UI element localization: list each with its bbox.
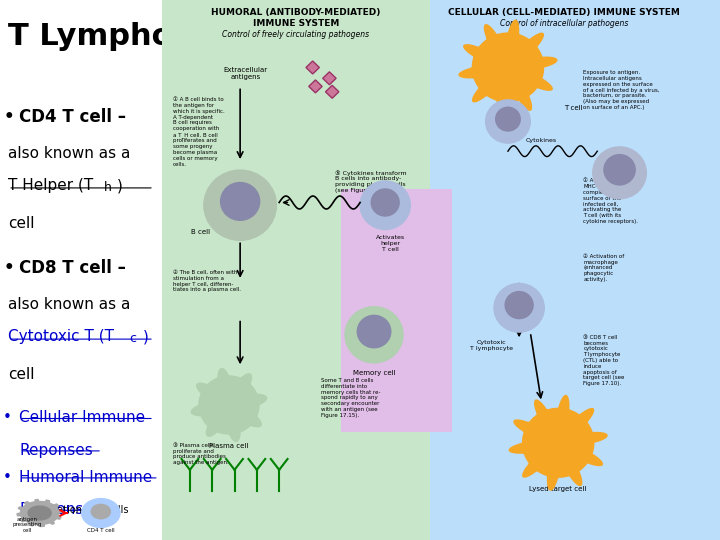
Text: Exposure to antigen.
Intracellular antigens
expressed on the surface
of a cell i: Exposure to antigen. Intracellular antig… xyxy=(583,70,660,110)
Text: CD4 T cell: CD4 T cell xyxy=(87,528,114,533)
Text: cell: cell xyxy=(8,216,35,231)
FancyBboxPatch shape xyxy=(341,189,452,432)
Text: cell: cell xyxy=(8,367,35,382)
Text: h: h xyxy=(104,181,112,194)
Text: also known as a: also known as a xyxy=(8,297,130,312)
Circle shape xyxy=(91,504,110,519)
Text: ): ) xyxy=(117,178,122,193)
Text: Memory cell: Memory cell xyxy=(353,370,395,376)
Text: Humoral Immune: Humoral Immune xyxy=(19,470,153,485)
Text: Plasma cell: Plasma cell xyxy=(210,443,248,449)
Polygon shape xyxy=(28,506,51,520)
Text: Response: Response xyxy=(19,502,93,517)
Text: •: • xyxy=(4,410,12,426)
Circle shape xyxy=(345,307,403,363)
Text: ⑤ Cytokines transform
B cells into antibody-
providing plasma cells
(see Figure : ⑤ Cytokines transform B cells into antib… xyxy=(335,170,407,193)
Polygon shape xyxy=(17,500,62,526)
Text: Lysed target cell: Lysed target cell xyxy=(529,486,587,492)
Text: Some T and B cells
differentiate into
memory cells that re-
spond rapidly to any: Some T and B cells differentiate into me… xyxy=(321,378,381,418)
Text: ③ CD8 T cell
becomes
cytotoxic
T lymphocyte
(CTL) able to
induce
apoptosis of
ta: ③ CD8 T cell becomes cytotoxic T lymphoc… xyxy=(583,335,625,386)
FancyBboxPatch shape xyxy=(430,0,720,540)
Circle shape xyxy=(485,100,530,143)
Text: B cell: B cell xyxy=(192,230,211,235)
Polygon shape xyxy=(508,395,608,491)
Text: CD4 T cell –: CD4 T cell – xyxy=(19,108,127,126)
Text: also known as a: also known as a xyxy=(8,146,130,161)
Text: ① A T cell binds to
MHC-antigen
complexes on the
surface of the
infected cell,
a: ① A T cell binds to MHC-antigen complexe… xyxy=(583,178,639,224)
Circle shape xyxy=(204,170,276,240)
Circle shape xyxy=(495,107,521,131)
Text: T Lymphocytes: T Lymphocytes xyxy=(8,22,264,51)
Text: Extracellular
antigens: Extracellular antigens xyxy=(224,68,268,80)
Text: Cellular Immune: Cellular Immune xyxy=(19,410,145,426)
Text: ① A B cell binds to
the antigen for
which it is specific.
A T-dependent
B cell r: ① A B cell binds to the antigen for whic… xyxy=(173,97,225,167)
Polygon shape xyxy=(309,80,322,93)
Text: Cytotoxic
T lymphocyte: Cytotoxic T lymphocyte xyxy=(469,340,513,351)
Text: •: • xyxy=(4,108,14,126)
Text: T cell: T cell xyxy=(564,105,582,111)
Polygon shape xyxy=(459,19,557,116)
Polygon shape xyxy=(323,72,336,85)
Circle shape xyxy=(593,147,647,199)
Text: antigen
presenting
cell: antigen presenting cell xyxy=(13,517,42,533)
Circle shape xyxy=(505,292,533,319)
Text: ③ Plasma cells
proliferate and
produce antibodies
against the antigen.: ③ Plasma cells proliferate and produce a… xyxy=(173,443,229,465)
Text: Reponses: Reponses xyxy=(19,443,93,458)
Circle shape xyxy=(360,181,410,230)
Text: ② The B cell, often with
stimulation from a
helper T cell, differen-
tiates into: ② The B cell, often with stimulation fro… xyxy=(173,270,241,292)
Text: Cytotoxic T (T: Cytotoxic T (T xyxy=(8,329,114,345)
Text: ): ) xyxy=(143,329,148,345)
Text: T Helper (T: T Helper (T xyxy=(8,178,94,193)
FancyBboxPatch shape xyxy=(162,0,430,540)
Circle shape xyxy=(372,189,399,216)
Circle shape xyxy=(494,284,544,332)
Text: CD8 T cell –: CD8 T cell – xyxy=(19,259,126,277)
Text: Activation of T cells: Activation of T cells xyxy=(33,505,129,515)
Text: •: • xyxy=(4,259,14,277)
Circle shape xyxy=(357,315,391,348)
Polygon shape xyxy=(191,368,267,442)
Text: Cytokines: Cytokines xyxy=(526,138,557,143)
Circle shape xyxy=(220,183,260,220)
Text: •: • xyxy=(4,470,12,485)
Text: c: c xyxy=(130,332,137,345)
Text: Activates
helper
T cell: Activates helper T cell xyxy=(377,235,405,252)
Polygon shape xyxy=(306,61,320,74)
Polygon shape xyxy=(325,85,339,98)
Circle shape xyxy=(604,154,635,185)
Text: Control of freely circulating pathogens: Control of freely circulating pathogens xyxy=(222,30,369,39)
Text: CELLULAR (CELL-MEDIATED) IMMUNE SYSTEM: CELLULAR (CELL-MEDIATED) IMMUNE SYSTEM xyxy=(448,8,680,17)
Text: ② Activation of
macrophage
(enhanced
phagocytic
activity).: ② Activation of macrophage (enhanced pha… xyxy=(583,254,624,282)
Circle shape xyxy=(81,498,120,528)
Text: Control of intracellular pathogens: Control of intracellular pathogens xyxy=(500,19,628,28)
Text: HUMORAL (ANTIBODY-MEDIATED)
IMMUNE SYSTEM: HUMORAL (ANTIBODY-MEDIATED) IMMUNE SYSTE… xyxy=(211,8,381,28)
